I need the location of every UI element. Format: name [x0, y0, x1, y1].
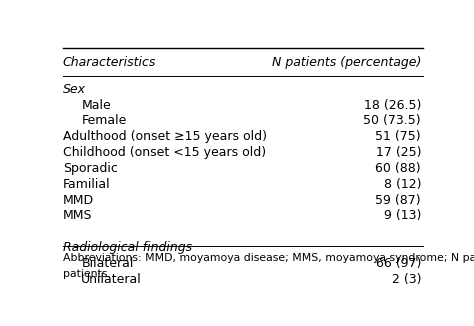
Text: MMD: MMD	[63, 194, 94, 207]
Text: 18 (26.5): 18 (26.5)	[364, 99, 421, 111]
Text: 66 (97): 66 (97)	[376, 257, 421, 270]
Text: Sex: Sex	[63, 83, 86, 96]
Text: 51 (75): 51 (75)	[375, 130, 421, 143]
Text: Sporadic: Sporadic	[63, 162, 118, 175]
Text: 9 (13): 9 (13)	[384, 209, 421, 222]
Text: MMS: MMS	[63, 209, 92, 222]
Text: Male: Male	[82, 99, 111, 111]
Text: Familial: Familial	[63, 178, 110, 191]
Text: Radiological findings: Radiological findings	[63, 241, 192, 254]
Text: Abbreviations: MMD, moyamoya disease; MMS, moyamoya syndrome; N patients, number: Abbreviations: MMD, moyamoya disease; MM…	[63, 253, 474, 262]
Text: N patients (percentage): N patients (percentage)	[272, 56, 421, 69]
Text: Unilateral: Unilateral	[82, 273, 142, 286]
Text: 59 (87): 59 (87)	[375, 194, 421, 207]
Text: Adulthood (onset ≥15 years old): Adulthood (onset ≥15 years old)	[63, 130, 267, 143]
Text: patients.: patients.	[63, 269, 110, 279]
Text: Bilateral: Bilateral	[82, 257, 134, 270]
Text: Characteristics: Characteristics	[63, 56, 156, 69]
Text: 50 (73.5): 50 (73.5)	[364, 114, 421, 127]
Text: 60 (88): 60 (88)	[375, 162, 421, 175]
Text: 2 (3): 2 (3)	[392, 273, 421, 286]
Text: 17 (25): 17 (25)	[375, 146, 421, 159]
Text: 8 (12): 8 (12)	[383, 178, 421, 191]
Text: Childhood (onset <15 years old): Childhood (onset <15 years old)	[63, 146, 266, 159]
Text: Female: Female	[82, 114, 127, 127]
